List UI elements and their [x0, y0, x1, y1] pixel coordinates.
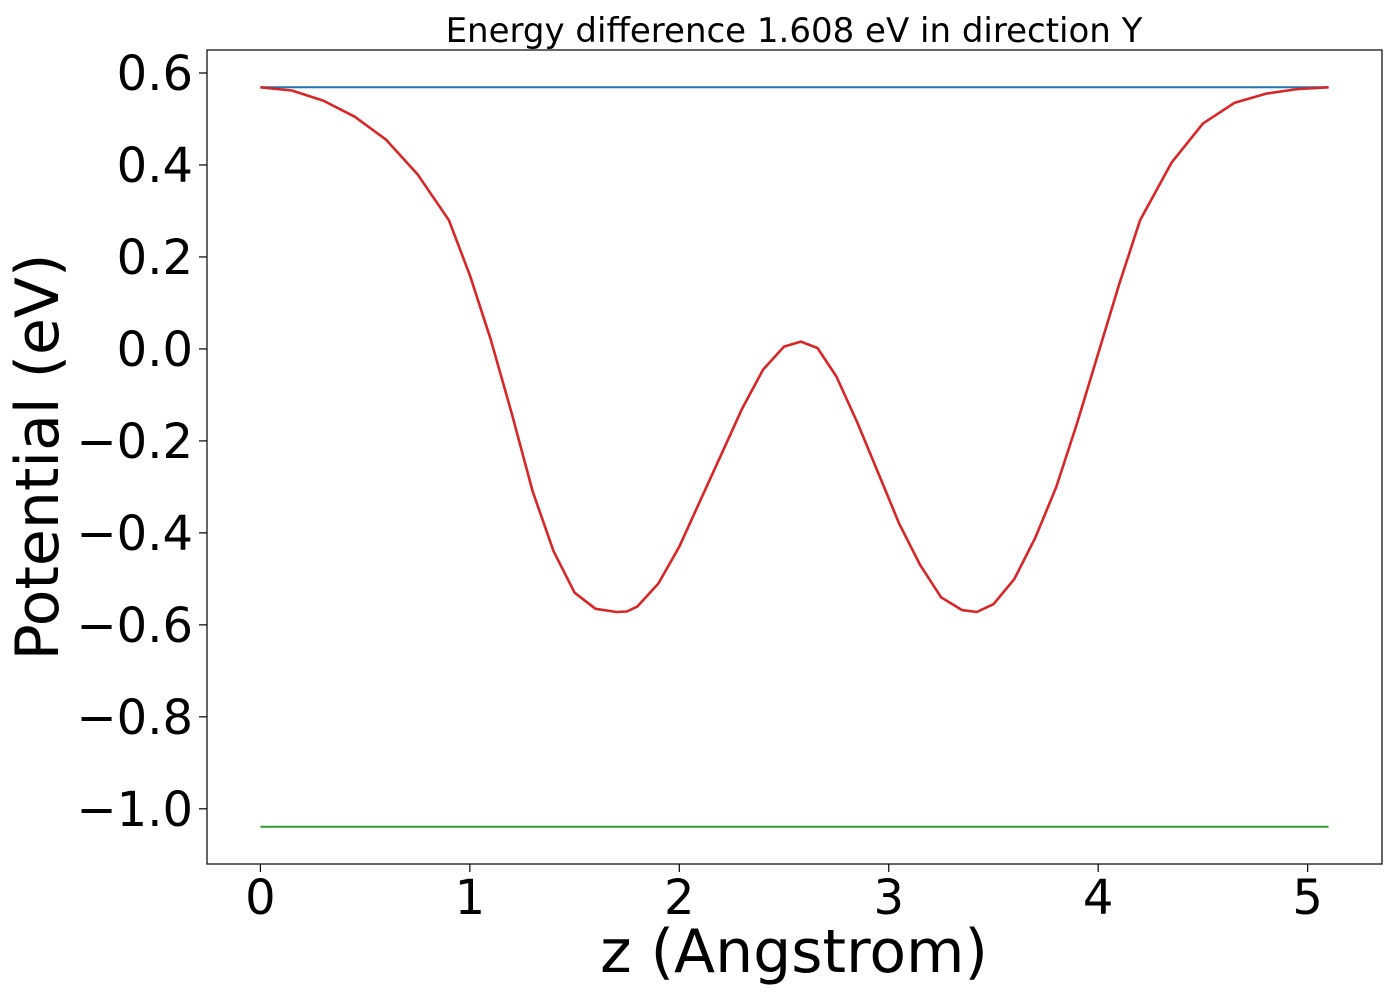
y-tick-label-3: 0.0 [117, 322, 193, 378]
y-tick-label-4: −0.2 [76, 414, 193, 470]
y-axis-label: Potential (eV) [3, 254, 73, 661]
x-tick-label-3: 3 [873, 870, 904, 926]
series-line-2 [260, 86, 1329, 614]
x-tick-label-4: 4 [1083, 870, 1114, 926]
x-axis-label: z (Angstrom) [600, 917, 988, 987]
series-layer [260, 86, 1329, 828]
y-tick-label-5: −0.4 [76, 506, 193, 562]
x-axis-ticks: 0 1 2 3 4 5 [245, 864, 1323, 926]
y-tick-label-1: 0.4 [117, 138, 193, 194]
y-tick-label-6: −0.6 [76, 598, 193, 654]
x-tick-label-2: 2 [664, 870, 695, 926]
y-tick-label-8: −1.0 [76, 782, 193, 838]
x-tick-label-1: 1 [455, 870, 486, 926]
y-tick-label-7: −0.8 [76, 690, 193, 746]
plot-area-frame [206, 49, 1383, 865]
x-tick-label-0: 0 [245, 870, 276, 926]
chart-title: Energy difference 1.608 eV in direction … [446, 11, 1143, 51]
x-tick-label-5: 5 [1292, 870, 1323, 926]
y-tick-label-2: 0.2 [117, 230, 193, 286]
y-tick-label-0: 0.6 [117, 46, 193, 102]
y-axis-ticks: 0.6 0.4 0.2 0.0 −0.2 −0.4 −0.6 −0.8 −1.0 [76, 46, 207, 838]
